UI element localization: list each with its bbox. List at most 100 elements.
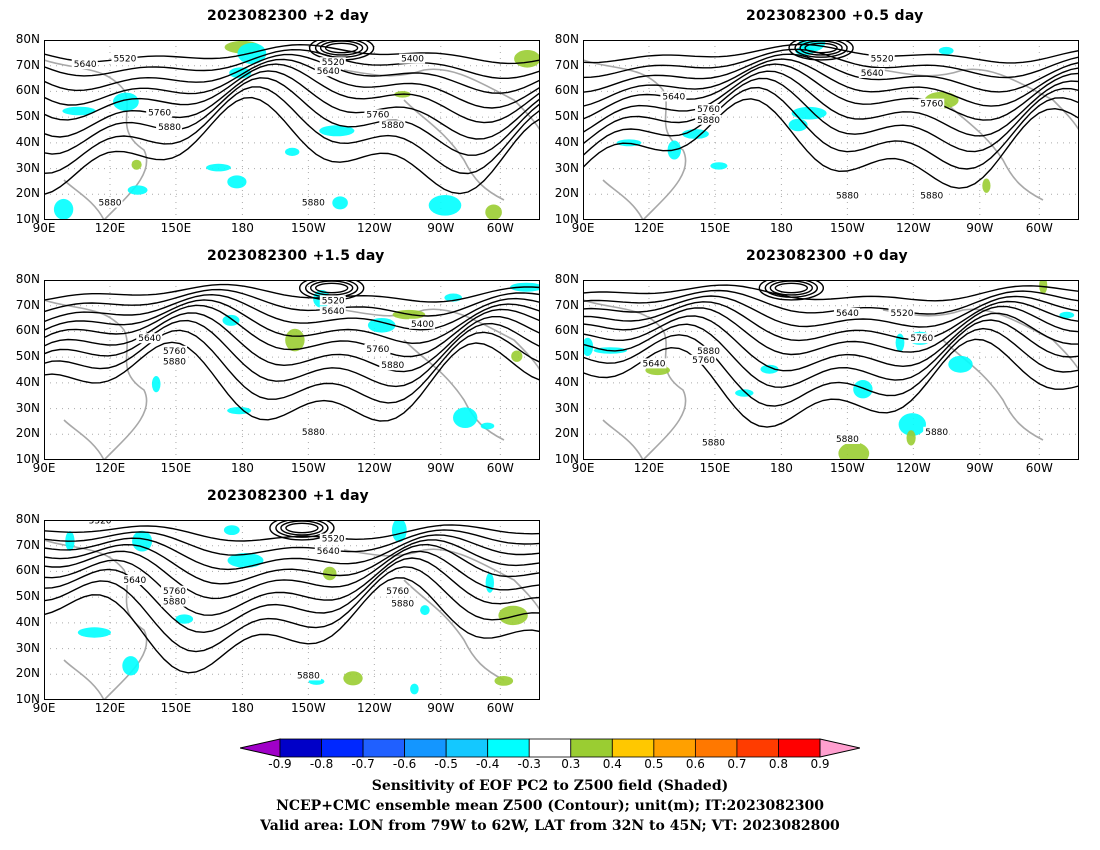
contour-label-bg	[888, 308, 915, 318]
positive-sensitivity-patch	[498, 605, 528, 626]
z500-closed-contour	[788, 40, 854, 61]
lon-tick-label: 90W	[427, 461, 455, 475]
contour-label-bg	[319, 306, 346, 317]
contour-label-bg	[161, 585, 188, 596]
lat-tick-label: 70N	[15, 537, 40, 552]
lon-tick-label: 90E	[32, 461, 56, 475]
negative-sensitivity-patch	[710, 162, 728, 170]
negative-sensitivity-patch	[420, 605, 430, 616]
coastline	[63, 419, 105, 460]
coastline	[942, 339, 1044, 441]
z500-closed-contour	[324, 42, 359, 54]
contour-label: 5520	[891, 309, 914, 319]
lon-tick-label: 120E	[94, 701, 126, 715]
contour-label: 5760	[697, 105, 720, 115]
lat-tick-label: 80N	[554, 272, 579, 286]
lat-tick-label: 60N	[554, 323, 579, 338]
z500-contour	[583, 58, 1079, 107]
contour-label-bg	[161, 356, 188, 367]
colorbar-segment	[362, 738, 406, 758]
panel-title: 2023082300 +2 day	[207, 8, 369, 24]
lat-tick-label: 60N	[15, 563, 40, 578]
z500-contour	[583, 295, 1079, 328]
lat-tick-label: 20N	[15, 666, 40, 681]
colorbar-min-triangle	[240, 738, 281, 758]
lon-tick-label: 150W	[829, 461, 865, 475]
z500-contour	[44, 299, 540, 345]
lat-tick-label: 80N	[15, 32, 40, 46]
z500-contour	[44, 539, 540, 585]
lon-tick-label: 180	[769, 461, 793, 475]
lon-tick-label: 90W	[966, 461, 994, 475]
lon-tick-label: 120E	[94, 461, 126, 475]
z500-contour	[44, 48, 540, 79]
contour-label: 5640	[317, 67, 340, 77]
contour-label-bg	[399, 53, 426, 64]
colorbar	[240, 738, 860, 758]
colorbar-segment	[404, 738, 447, 758]
lon-tick-label: 150W	[290, 701, 326, 715]
positive-sensitivity-patch	[511, 350, 523, 362]
contour-label-bg	[700, 437, 727, 448]
negative-sensitivity-patch	[222, 314, 240, 326]
colorbar-tick-label: 0.4	[602, 757, 622, 771]
negative-sensitivity-patch	[391, 520, 407, 543]
coastline	[63, 659, 105, 700]
panel-frame	[583, 280, 1079, 460]
z500-contour	[583, 319, 1079, 388]
contour-label: 5640	[74, 60, 97, 70]
contour-label: 5640	[322, 307, 345, 317]
lat-tick-label: 10N	[554, 452, 579, 466]
colorbar-segment	[279, 738, 322, 758]
z500-contour	[583, 43, 1079, 64]
z500-contour	[44, 534, 540, 571]
contour-label-bg	[868, 53, 895, 64]
z500-closed-contour	[794, 40, 848, 58]
lat-tick-label: 50N	[554, 349, 579, 364]
lat-tick-label: 70N	[15, 57, 40, 72]
z500-contour	[583, 338, 1079, 428]
lon-tick-label: 90E	[571, 221, 595, 235]
positive-sensitivity-patch	[906, 430, 916, 446]
negative-sensitivity-patch	[285, 147, 300, 156]
contour-label: 5880	[836, 191, 859, 201]
positive-sensitivity-patch	[982, 178, 991, 193]
contour-label: 5520	[322, 535, 345, 545]
negative-sensitivity-patch	[898, 413, 926, 436]
contour-label: 5640	[861, 69, 884, 79]
colorbar-tick-label: -0.7	[351, 757, 375, 771]
z500-contour	[44, 557, 540, 634]
contour-label: 5880	[302, 199, 325, 209]
contour-label: 5880	[163, 358, 186, 368]
contour-label: 5640	[317, 547, 340, 557]
lon-tick-label: 150E	[160, 221, 192, 235]
contour-label: 5880	[391, 599, 414, 609]
colorbar-tick-label: -0.3	[517, 757, 541, 771]
contour-label-bg	[294, 670, 321, 681]
z500-contour	[583, 284, 1079, 302]
negative-sensitivity-patch	[223, 525, 240, 535]
negative-sensitivity-patch	[583, 337, 594, 357]
lat-tick-label: 50N	[15, 349, 40, 364]
contour-label: 5640	[836, 309, 859, 319]
z500-contour	[44, 543, 540, 600]
colorbar-segment	[736, 738, 779, 758]
negative-sensitivity-patch	[151, 376, 161, 393]
colorbar-segment	[445, 738, 489, 758]
lon-tick-label: 120W	[895, 461, 931, 475]
negative-sensitivity-patch	[113, 92, 139, 111]
contour-label: 5880	[836, 435, 859, 445]
coastline	[942, 99, 1044, 201]
positive-sensitivity-patch	[514, 50, 540, 68]
lon-tick-label: 90W	[427, 221, 455, 235]
z500-closed-contour	[764, 280, 819, 298]
lon-tick-label: 120W	[356, 221, 392, 235]
z500-contour	[583, 70, 1079, 137]
lon-tick-label: 150E	[160, 701, 192, 715]
contour-label-bg	[314, 546, 341, 557]
lat-tick-label: 30N	[554, 160, 579, 175]
lat-tick-label: 80N	[554, 32, 579, 46]
panel-title: 2023082300 +0 day	[746, 248, 908, 264]
z500-contour	[44, 70, 540, 140]
